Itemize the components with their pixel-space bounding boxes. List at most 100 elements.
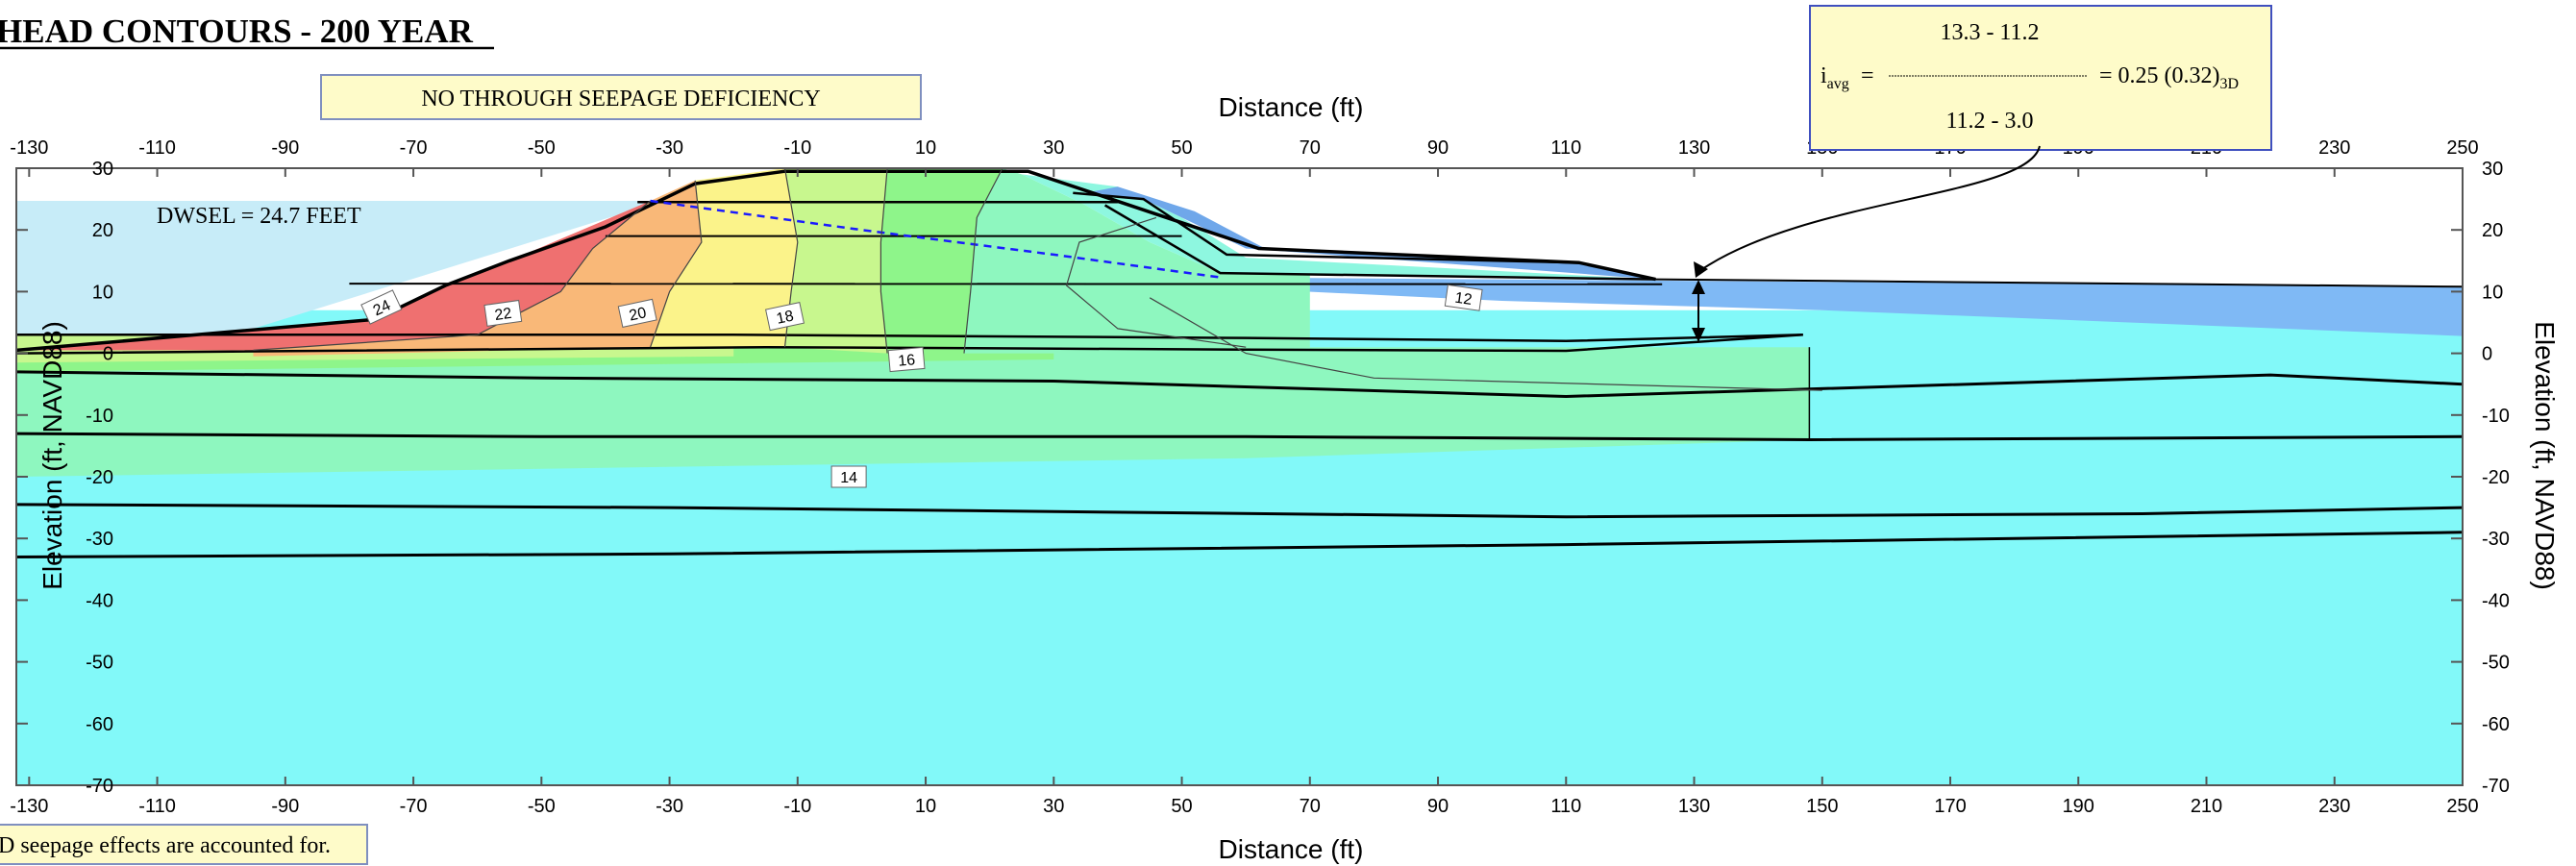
x-tick-label-top: 30 bbox=[1043, 137, 1064, 159]
gradient-denominator: 11.2 - 3.0 bbox=[1945, 109, 2033, 134]
y-tick-label-left: -30 bbox=[86, 529, 113, 550]
levee-region-22 bbox=[253, 180, 702, 357]
gradient-callout-box bbox=[1809, 5, 2272, 151]
levee-region-16 bbox=[880, 168, 1003, 354]
contour-label-18: 18 bbox=[765, 302, 805, 332]
x-tick-label-bottom: 230 bbox=[2318, 796, 2350, 817]
stratum-line-5 bbox=[15, 503, 2464, 519]
x-tick-label-top: -10 bbox=[783, 137, 811, 159]
y-tick-label-left: 0 bbox=[103, 344, 113, 365]
foundation-region-14 bbox=[16, 334, 1810, 477]
y-tick-label-right: -30 bbox=[2482, 529, 2510, 550]
equipotential-24 bbox=[253, 200, 651, 351]
x-axis-label-top: Distance (ft) bbox=[1219, 92, 1364, 122]
x-tick-label-top: 250 bbox=[2446, 137, 2478, 159]
contour-label-24: 24 bbox=[360, 289, 403, 325]
x-tick-label-top: -130 bbox=[10, 137, 48, 159]
levee-slope-layer-2 bbox=[1103, 204, 1656, 281]
levee-horizontal-3 bbox=[349, 283, 1663, 285]
deficiency-note-box bbox=[320, 74, 922, 120]
levee-blue-clay bbox=[1085, 186, 1656, 280]
y-tick-label-left: -20 bbox=[86, 467, 113, 488]
callout-arrowhead bbox=[1694, 261, 1708, 278]
levee-region-18 bbox=[784, 168, 888, 354]
x-tick-label-top: -90 bbox=[271, 137, 299, 159]
gradient-result: = 0.25 (0.32)3D bbox=[2099, 63, 2239, 92]
levee-region-14 bbox=[964, 168, 1310, 354]
y-tick-label-right: -70 bbox=[2482, 776, 2510, 797]
y-tick-label-right: -50 bbox=[2482, 653, 2510, 674]
dimension-arrowhead-top bbox=[1692, 280, 1705, 294]
contour-label-22: 22 bbox=[483, 299, 523, 327]
dimension-arrowhead-bottom bbox=[1692, 328, 1705, 342]
x-tick-label-bottom: 90 bbox=[1427, 796, 1449, 817]
x-tick-label-top: 230 bbox=[2318, 137, 2350, 159]
x-tick-label-bottom: -70 bbox=[400, 796, 428, 817]
contour-label-14: 14 bbox=[830, 465, 867, 488]
stratum-line-6 bbox=[15, 531, 2464, 558]
stratum-line-2 bbox=[16, 334, 1803, 343]
callout-leader bbox=[1698, 145, 2041, 272]
x-tick-label-top: 70 bbox=[1300, 137, 1321, 159]
y-tick-label-left: -60 bbox=[86, 714, 113, 735]
y-tick-label-right: 0 bbox=[2482, 344, 2492, 365]
x-tick-label-bottom: -110 bbox=[138, 796, 176, 817]
x-tick-label-top: -110 bbox=[138, 137, 176, 159]
head-regions bbox=[16, 168, 2463, 785]
gradient-equals: = bbox=[1861, 63, 1874, 88]
x-tick-label-top: -50 bbox=[528, 137, 556, 159]
y-tick-label-left: -40 bbox=[86, 590, 113, 611]
contour-label-20: 20 bbox=[617, 298, 657, 328]
equipotential-18 bbox=[879, 167, 888, 354]
y-tick-label-right: 20 bbox=[2482, 220, 2503, 241]
y-tick-label-right: -60 bbox=[2482, 714, 2510, 735]
equipotential-14 bbox=[1065, 216, 1247, 348]
x-tick-label-bottom: -50 bbox=[528, 796, 556, 817]
phreatic-surface bbox=[650, 199, 1221, 279]
gradient-prefix: iavg bbox=[1821, 63, 1849, 92]
svg-text:16: 16 bbox=[898, 352, 916, 369]
x-tick-label-bottom: 30 bbox=[1043, 796, 1064, 817]
stratum-line-3 bbox=[15, 370, 2464, 399]
x-tick-label-bottom: 10 bbox=[915, 796, 936, 817]
levee-region-12 bbox=[1022, 174, 1656, 280]
y-tick-label-left: 20 bbox=[92, 220, 113, 241]
equipotential-16 bbox=[963, 167, 1003, 354]
footnote: D seepage effects are accounted for. bbox=[0, 833, 331, 858]
levee-slope-layer-1 bbox=[1073, 191, 1579, 264]
x-tick-label-top: -70 bbox=[400, 137, 428, 159]
contour-label-16: 16 bbox=[887, 346, 926, 373]
x-tick-label-top: 90 bbox=[1427, 137, 1449, 159]
y-axis-label-right: Elevation (ft, NAVD88) bbox=[2530, 321, 2560, 590]
y-tick-label-left: -10 bbox=[86, 406, 113, 427]
x-tick-label-top: 10 bbox=[915, 137, 936, 159]
svg-text:14: 14 bbox=[840, 470, 857, 486]
equipotential-12 bbox=[1149, 297, 1822, 391]
svg-text:20: 20 bbox=[628, 305, 648, 324]
y-tick-label-left: -70 bbox=[86, 776, 113, 797]
svg-text:18: 18 bbox=[775, 308, 795, 327]
x-tick-label-bottom: -90 bbox=[271, 796, 299, 817]
y-tick-label-right: -40 bbox=[2482, 590, 2510, 611]
x-axis-label-bottom: Distance (ft) bbox=[1219, 834, 1364, 864]
y-tick-label-left: 10 bbox=[92, 282, 113, 303]
x-tick-label-bottom: -30 bbox=[656, 796, 683, 817]
x-tick-label-bottom: 70 bbox=[1300, 796, 1321, 817]
y-tick-label-right: -20 bbox=[2482, 467, 2510, 488]
y-axis-label-left: Elevation (ft, NAVD88) bbox=[37, 321, 67, 590]
equipotential-22 bbox=[650, 180, 703, 348]
x-tick-label-bottom: 150 bbox=[1806, 796, 1838, 817]
x-tick-label-bottom: 110 bbox=[1550, 796, 1581, 817]
x-tick-label-top: 50 bbox=[1171, 137, 1192, 159]
landside-surface-line bbox=[1655, 278, 2464, 288]
y-tick-label-left: 30 bbox=[92, 159, 113, 180]
dwsel-label: DWSEL = 24.7 FEET bbox=[157, 204, 361, 229]
svg-text:12: 12 bbox=[1453, 290, 1473, 309]
axis-ticks: -130 -130 -110 -110 -90 -90 -70 -70 -50 -50 -30 -30… bbox=[10, 137, 2510, 817]
y-tick-label-right: -10 bbox=[2482, 406, 2510, 427]
stratum-line-1 bbox=[15, 334, 1803, 355]
y-tick-label-right: 30 bbox=[2482, 159, 2503, 180]
svg-text:24: 24 bbox=[371, 297, 393, 319]
